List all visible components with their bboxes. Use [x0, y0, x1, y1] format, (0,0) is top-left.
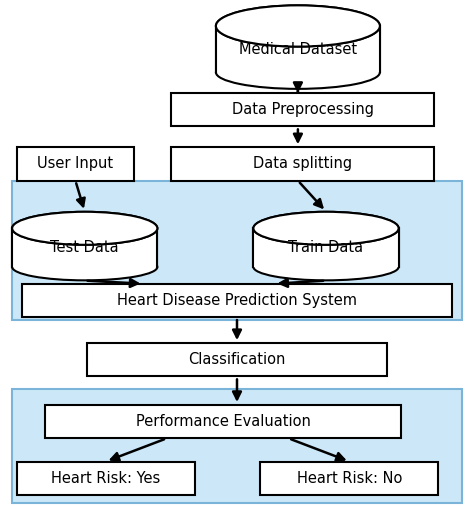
Bar: [216, 26, 380, 72]
Text: Train Data: Train Data: [289, 240, 364, 255]
Text: User Input: User Input: [37, 156, 113, 171]
Ellipse shape: [254, 254, 399, 280]
Text: Test Data: Test Data: [50, 240, 119, 255]
FancyBboxPatch shape: [12, 181, 462, 320]
FancyBboxPatch shape: [260, 462, 438, 495]
FancyBboxPatch shape: [172, 93, 434, 127]
Ellipse shape: [12, 212, 157, 245]
Bar: [12, 228, 157, 267]
Text: Performance Evaluation: Performance Evaluation: [136, 414, 310, 429]
Ellipse shape: [254, 212, 399, 245]
FancyBboxPatch shape: [21, 284, 453, 317]
FancyBboxPatch shape: [87, 343, 387, 377]
FancyBboxPatch shape: [45, 405, 401, 438]
Bar: [12, 228, 157, 267]
FancyBboxPatch shape: [17, 462, 195, 495]
Ellipse shape: [216, 5, 380, 46]
FancyBboxPatch shape: [12, 389, 462, 503]
Ellipse shape: [12, 254, 157, 280]
FancyBboxPatch shape: [17, 147, 134, 181]
Ellipse shape: [254, 212, 399, 245]
Bar: [254, 228, 399, 267]
Text: Heart Risk: Yes: Heart Risk: Yes: [51, 471, 161, 486]
Text: Heart Risk: No: Heart Risk: No: [297, 471, 402, 486]
Text: Classification: Classification: [188, 352, 286, 367]
Ellipse shape: [216, 5, 380, 46]
Bar: [216, 26, 380, 72]
Text: Data Preprocessing: Data Preprocessing: [232, 102, 374, 117]
Text: Medical Dataset: Medical Dataset: [239, 42, 357, 57]
Ellipse shape: [216, 56, 380, 89]
Text: Data splitting: Data splitting: [253, 156, 352, 171]
Bar: [254, 228, 399, 267]
Text: Heart Disease Prediction System: Heart Disease Prediction System: [117, 293, 357, 308]
FancyBboxPatch shape: [172, 147, 434, 181]
Ellipse shape: [12, 212, 157, 245]
